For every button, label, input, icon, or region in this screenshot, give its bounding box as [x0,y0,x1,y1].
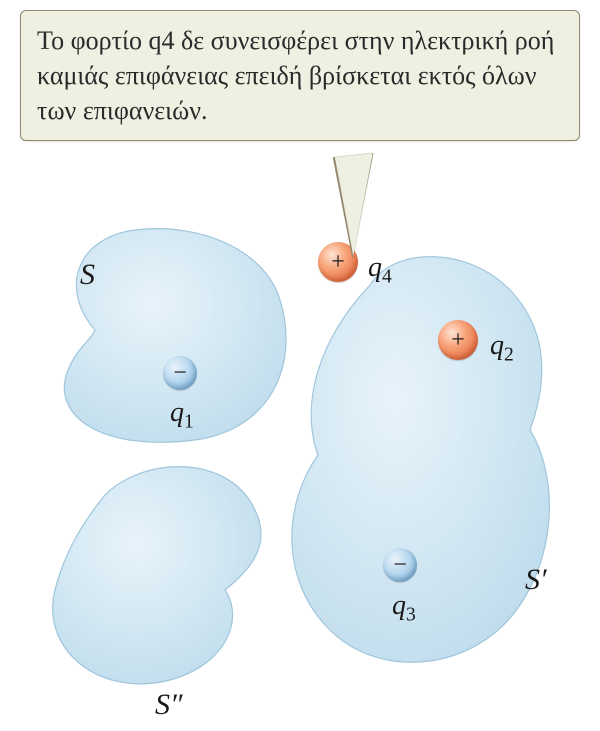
label-q1: q1 [170,397,194,434]
label-S: S [80,258,95,292]
charge-q2: + [438,320,478,360]
label-q3-sub: 3 [406,605,416,626]
label-S-double-prime: S″ [155,688,183,722]
diagram-stage: Το φορτίο q4 δε συνεισφέρει στην ηλεκτρι… [0,0,600,731]
surface-S-prime [292,257,550,663]
surface-S-double-prime [53,467,261,684]
label-q3-sym: q [392,590,406,621]
label-q3: q3 [392,590,416,627]
minus-sign-icon: − [393,553,407,577]
charge-q1: − [163,356,197,390]
label-q2: q2 [490,330,514,367]
label-q1-sym: q [170,397,184,428]
label-q2-sym: q [490,330,504,361]
label-q1-sub: 1 [184,412,194,433]
label-S-prime: S′ [525,563,547,597]
label-q4-sub: 4 [382,267,392,288]
charge-q3: − [383,548,417,582]
plus-sign-icon: + [451,328,465,352]
label-q2-sub: 2 [504,345,514,366]
explanation-callout: Το φορτίο q4 δε συνεισφέρει στην ηλεκτρι… [20,10,580,141]
label-q4: q4 [368,252,392,289]
callout-text: Το φορτίο q4 δε συνεισφέρει στην ηλεκτρι… [37,23,563,128]
minus-sign-icon: − [173,361,187,385]
surface-S-prime-path [292,257,550,663]
surface-S-double-prime-path [53,467,261,684]
